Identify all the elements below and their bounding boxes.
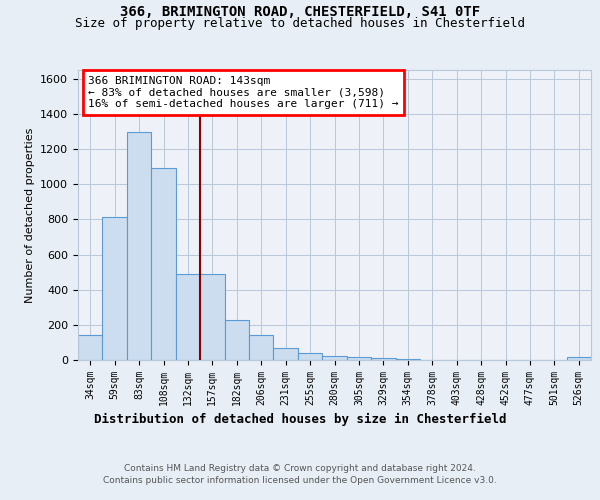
Bar	[322, 356, 347, 360]
Bar	[127, 132, 151, 360]
Text: Size of property relative to detached houses in Chesterfield: Size of property relative to detached ho…	[75, 18, 525, 30]
Bar	[249, 336, 274, 360]
Bar	[78, 336, 103, 360]
Bar	[151, 168, 176, 360]
Text: Contains HM Land Registry data © Crown copyright and database right 2024.: Contains HM Land Registry data © Crown c…	[124, 464, 476, 473]
Text: Contains public sector information licensed under the Open Government Licence v3: Contains public sector information licen…	[103, 476, 497, 485]
Bar	[298, 353, 322, 360]
Text: Distribution of detached houses by size in Chesterfield: Distribution of detached houses by size …	[94, 412, 506, 426]
Y-axis label: Number of detached properties: Number of detached properties	[25, 128, 35, 302]
Bar	[395, 358, 420, 360]
Bar	[274, 348, 298, 360]
Bar	[347, 358, 371, 360]
Bar	[224, 320, 249, 360]
Bar	[566, 358, 591, 360]
Bar	[103, 217, 127, 360]
Bar	[176, 274, 200, 360]
Text: 366 BRIMINGTON ROAD: 143sqm
← 83% of detached houses are smaller (3,598)
16% of : 366 BRIMINGTON ROAD: 143sqm ← 83% of det…	[88, 76, 399, 109]
Bar	[200, 274, 224, 360]
Bar	[371, 358, 395, 360]
Text: 366, BRIMINGTON ROAD, CHESTERFIELD, S41 0TF: 366, BRIMINGTON ROAD, CHESTERFIELD, S41 …	[120, 5, 480, 19]
